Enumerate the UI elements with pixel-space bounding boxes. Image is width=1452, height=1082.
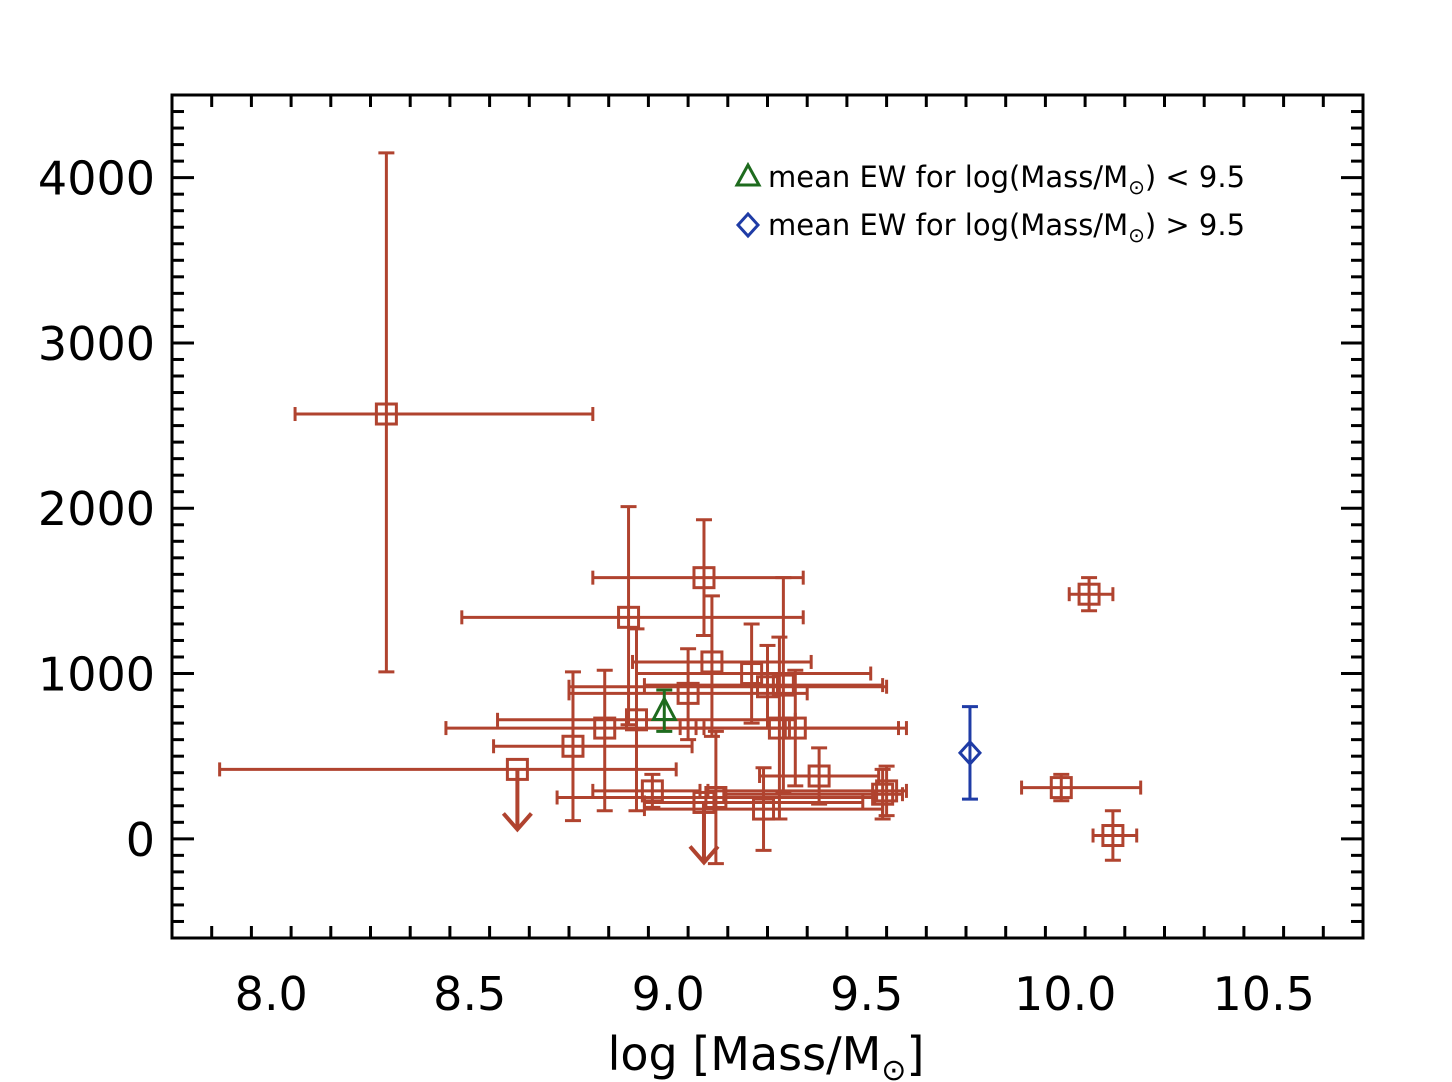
galaxy-point [640,779,664,803]
legend-label-sub: ⊙ [1128,223,1145,247]
galaxy-point [875,779,899,803]
galaxy-point [871,782,895,806]
x-tick-label: 10.0 [1014,967,1116,1021]
galaxy-point [752,797,776,821]
galaxy-point [807,764,831,788]
legend-label-main: mean EW for log(Mass/M [768,208,1128,242]
upper-limit-arrowhead [688,845,720,866]
x-axis-title-sub: ⊙ [881,1053,906,1082]
legend-label-tail: ) < 9.5 [1145,160,1245,194]
galaxy-point [1101,824,1125,848]
legend-label-main: mean EW for log(Mass/M [768,160,1128,194]
galaxy-point [740,662,764,686]
galaxy-point [561,734,585,758]
x-axis-title-close: ] [906,1027,924,1081]
galaxy-point [756,675,779,699]
galaxy-point [374,402,398,426]
legend-label-tail: ) > 9.5 [1145,208,1245,242]
galaxy-point [1049,776,1073,800]
x-tick-label: 9.5 [830,967,903,1021]
x-axis-title: log [Mass/M⊙] [608,1027,925,1082]
legend-label: mean EW for log(Mass/M⊙) > 9.5 [768,208,1245,247]
axes: 8.0 8.5 9.0 9.5 10.0 10.5 0 1000 2000 3000 4000 [38,93,1365,1021]
high-mass-mean-point [957,739,982,767]
galaxy-point [593,716,617,740]
legend-triangle-icon [734,161,762,187]
y-tick-label: 2000 [38,482,155,536]
galaxy-point [783,716,807,740]
x-axis-title-main: log [Mass/M [608,1027,882,1081]
galaxy-point [692,566,716,590]
legend-diamond-icon [735,211,761,239]
x-tick-label: 8.5 [433,967,506,1021]
upper-limit-arrowhead [501,812,533,833]
error-bars [218,151,1143,866]
x-tick-label: 9.0 [632,967,705,1021]
y-tick-label: 3000 [38,317,155,371]
galaxy-point [676,681,700,705]
x-tick-label: 10.5 [1213,967,1315,1021]
galaxy-point [700,650,724,674]
x-tick-label: 8.0 [235,967,308,1021]
y-tick-label: 0 [126,813,155,867]
galaxy-point [1077,582,1101,606]
galaxy-point [771,673,795,697]
galaxy-point [767,716,791,740]
low-mass-mean-point [650,695,678,722]
galaxy-point [505,757,529,781]
galaxy-point [692,790,716,814]
y-tick-label: 1000 [38,648,155,702]
legend-label: mean EW for log(Mass/M⊙) < 9.5 [768,160,1245,199]
galaxy-point [704,786,728,809]
data-markers [374,402,1125,848]
legend-label-sub: ⊙ [1128,175,1145,199]
y-tick-label: 4000 [38,152,155,206]
galaxy-point [624,708,648,732]
galaxy-point [617,605,641,629]
